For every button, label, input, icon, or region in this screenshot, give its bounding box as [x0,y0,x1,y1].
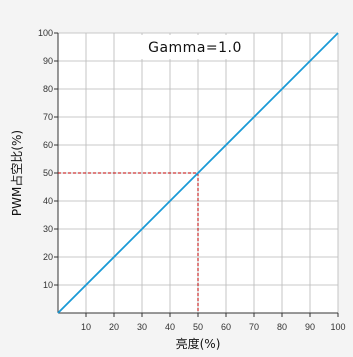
x-tick-label-9: 90 [305,322,315,332]
y-tick-label-1: 10 [43,280,53,290]
x-tick-label-2: 20 [109,322,119,332]
x-axis-label: 亮度(%) [176,336,221,351]
y-tick-label-2: 20 [43,252,53,262]
y-tick-label-6: 60 [43,140,53,150]
y-tick-label-4: 40 [43,196,53,206]
gamma-annotation: Gamma=1.0 [148,40,242,56]
x-tick-label-5: 50 [193,322,203,332]
y-axis-label: PWM占空比(%) [9,130,24,216]
y-tick-label-10: 100 [38,28,53,38]
y-tick-label-5: 50 [43,168,53,178]
x-ticks: 10 20 30 40 50 60 70 80 90 100 [81,313,346,332]
y-tick-label-3: 30 [43,224,53,234]
x-tick-label-7: 70 [249,322,259,332]
annotation-bg [140,35,250,59]
x-tick-label-3: 30 [137,322,147,332]
x-tick-label-6: 60 [221,322,231,332]
series-line-1 [57,32,339,314]
guide-lines [58,172,199,313]
x-tick-label-1: 10 [81,322,91,332]
y-ticks: 10 20 30 40 50 60 70 80 90 100 [38,28,58,290]
series [57,32,339,314]
x-tick-label-4: 40 [165,322,175,332]
y-tick-label-7: 70 [43,112,53,122]
x-tick-label-10: 100 [330,322,345,332]
y-tick-label-9: 90 [43,56,53,66]
y-tick-label-8: 80 [43,84,53,94]
x-tick-label-8: 80 [277,322,287,332]
